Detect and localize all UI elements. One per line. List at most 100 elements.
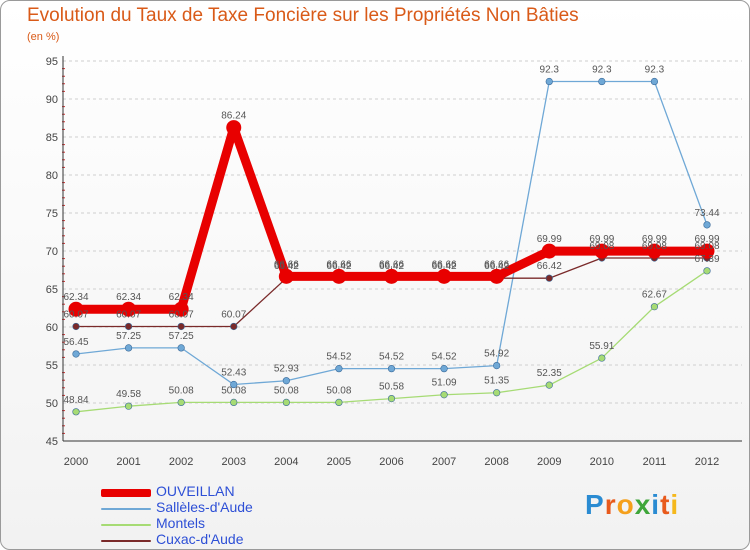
data-label-cuxac-d-aude-2010: 69.08 (589, 241, 614, 252)
legend-label-ouveillan: OUVEILLAN (156, 483, 235, 499)
data-label-montels-2001: 49.58 (116, 389, 141, 400)
series-salleles-d-aude (72, 77, 711, 389)
x-tick-label-2002: 2002 (169, 456, 193, 468)
data-label-montels-2008: 51.35 (484, 376, 509, 387)
data-label-cuxac-d-aude-2004: 66.42 (274, 261, 299, 272)
data-point-cuxac-d-aude-2000 (72, 322, 80, 331)
y-tick-label-65: 65 (46, 284, 58, 296)
legend-swatch-salleles-d-aude (101, 508, 151, 510)
data-label-cuxac-d-aude-2003: 60.07 (221, 309, 246, 320)
legend-label-salleles-d-aude: Sallèles-d'Aude (156, 499, 253, 515)
data-point-salleles-d-aude-2008 (493, 362, 501, 370)
data-point-montels-2002 (177, 398, 185, 406)
y-tick-label-55: 55 (46, 360, 58, 372)
data-point-ouveillan-2005 (331, 268, 347, 284)
data-point-ouveillan-2004 (278, 268, 294, 284)
data-label-montels-2005: 50.08 (326, 385, 351, 396)
data-point-montels-2003 (230, 398, 238, 406)
data-point-salleles-d-aude-2009 (545, 77, 553, 86)
data-label-montels-2011: 62.67 (642, 290, 667, 301)
data-label-salleles-d-aude-2009: 92.3 (540, 65, 560, 76)
data-label-cuxac-d-aude-2005: 66.42 (326, 261, 351, 272)
data-label-montels-2012: 67.39 (694, 254, 719, 265)
data-point-montels-2004 (282, 398, 290, 406)
y-tick-label-95: 95 (46, 56, 58, 68)
legend: OUVEILLAN Sallèles-d'Aude Montels Cuxac-… (101, 483, 421, 548)
y-axis-unit: (en %) (27, 31, 60, 43)
data-point-salleles-d-aude-2007 (440, 365, 448, 373)
data-label-montels-2002: 50.08 (169, 385, 194, 396)
data-label-cuxac-d-aude-2008: 66.42 (484, 261, 509, 272)
x-tick-label-2008: 2008 (484, 456, 508, 468)
x-tick-label-2001: 2001 (116, 456, 140, 468)
legend-item-salleles-d-aude[interactable]: Sallèles-d'Aude (101, 499, 421, 516)
data-label-ouveillan-2007: 66.66 (432, 259, 457, 270)
data-label-montels-2000: 48.84 (63, 395, 88, 406)
brand-letter: r (604, 489, 617, 520)
brand-letter: i (651, 489, 661, 520)
data-label-ouveillan-2004: 66.66 (274, 259, 299, 270)
series-ouveillan (68, 120, 715, 317)
x-tick-label-2009: 2009 (537, 456, 561, 468)
data-label-cuxac-d-aude-2007: 66.42 (432, 261, 457, 272)
data-label-cuxac-d-aude-2012: 69.08 (694, 241, 719, 252)
data-label-ouveillan-2001: 62.34 (116, 292, 141, 303)
data-point-ouveillan-2000 (68, 301, 84, 317)
data-point-salleles-d-aude-2010 (598, 77, 606, 86)
x-tick-label-2005: 2005 (327, 456, 351, 468)
data-label-salleles-d-aude-2001: 57.25 (116, 331, 141, 342)
data-point-salleles-d-aude-2003 (230, 380, 238, 389)
y-tick-label-90: 90 (46, 94, 58, 106)
data-label-cuxac-d-aude-2011: 69.08 (642, 241, 667, 252)
data-point-cuxac-d-aude-2001 (124, 322, 133, 331)
x-tick-label-2010: 2010 (590, 456, 614, 468)
data-label-salleles-d-aude-2005: 54.52 (326, 352, 351, 363)
data-point-ouveillan-2007 (436, 268, 452, 284)
y-tick-label-85: 85 (46, 132, 58, 144)
data-point-salleles-d-aude-2011 (650, 77, 659, 86)
data-point-ouveillan-2008 (489, 268, 505, 284)
data-label-ouveillan-2000: 62.34 (63, 292, 88, 303)
data-label-cuxac-d-aude-2009: 66.42 (537, 261, 562, 272)
data-point-montels-2001 (124, 402, 133, 410)
data-label-ouveillan-2008: 66.66 (484, 259, 509, 270)
data-label-montels-2010: 55.91 (589, 341, 614, 352)
x-tick-label-2012: 2012 (695, 456, 719, 468)
data-point-montels-2007 (440, 391, 448, 399)
legend-swatch-cuxac-d-aude (101, 540, 151, 542)
data-label-salleles-d-aude-2002: 57.25 (169, 331, 194, 342)
legend-item-montels[interactable]: Montels (101, 515, 421, 532)
brand-letter: o (616, 489, 635, 520)
x-tick-label-2006: 2006 (379, 456, 403, 468)
data-label-cuxac-d-aude-2000: 60.07 (63, 309, 88, 320)
data-label-cuxac-d-aude-2006: 66.42 (379, 261, 404, 272)
data-label-montels-2006: 50.58 (379, 382, 404, 393)
y-tick-label-75: 75 (46, 208, 58, 220)
data-label-salleles-d-aude-2008: 54.92 (484, 349, 509, 360)
y-tick-label-70: 70 (46, 246, 58, 258)
y-tick-label-50: 50 (46, 398, 58, 410)
data-point-ouveillan-2009 (541, 243, 557, 259)
data-point-ouveillan-2010 (594, 243, 610, 259)
y-tick-label-60: 60 (46, 322, 58, 334)
data-label-montels-2004: 50.08 (274, 385, 299, 396)
legend-item-ouveillan[interactable]: OUVEILLAN (101, 483, 421, 500)
data-label-ouveillan-2002: 62.34 (169, 292, 194, 303)
data-label-salleles-d-aude-2006: 54.52 (379, 352, 404, 363)
data-label-montels-2007: 51.09 (432, 378, 457, 389)
legend-item-cuxac-d-aude[interactable]: Cuxac-d'Aude (101, 531, 421, 548)
data-label-salleles-d-aude-2000: 56.45 (63, 337, 88, 348)
legend-label-montels: Montels (156, 515, 206, 531)
y-tick-label-45: 45 (46, 436, 58, 448)
data-label-salleles-d-aude-2010: 92.3 (592, 65, 612, 76)
data-point-salleles-d-aude-2001 (124, 344, 133, 352)
data-label-ouveillan-2012: 69.99 (694, 234, 719, 245)
series-montels (72, 267, 711, 416)
data-point-salleles-d-aude-2006 (387, 365, 396, 373)
x-tick-label-2011: 2011 (643, 456, 667, 468)
data-label-salleles-d-aude-2004: 52.93 (274, 364, 299, 375)
x-tick-label-2003: 2003 (222, 456, 246, 468)
data-label-ouveillan-2005: 66.66 (326, 259, 351, 270)
